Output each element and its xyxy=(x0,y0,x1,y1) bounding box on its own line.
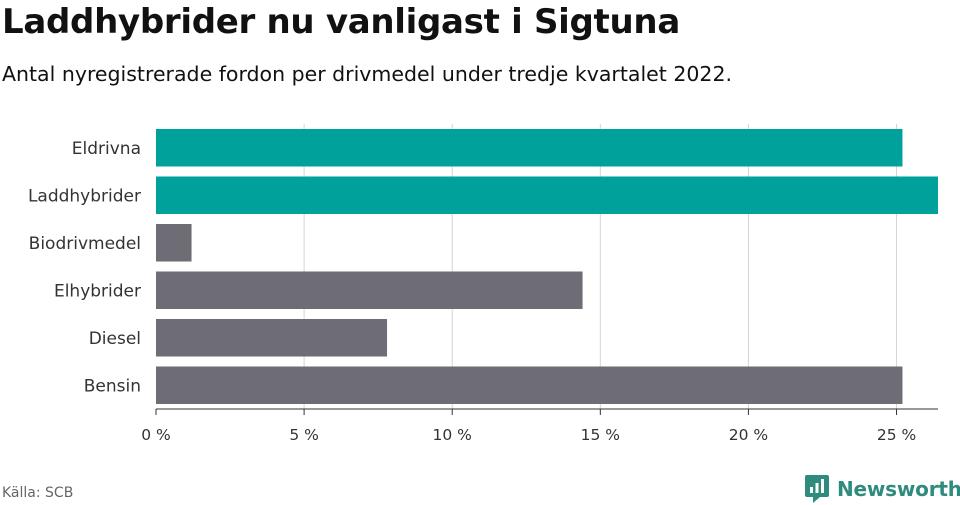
x-tick-label: 0 % xyxy=(141,426,171,444)
x-axis: 0 % 5 % 10 % 15 % 20 % 25 % xyxy=(141,408,938,444)
category-label-bensin: Bensin xyxy=(84,376,141,396)
x-tick-label: 5 % xyxy=(289,426,319,444)
category-label-laddhybrider: Laddhybrider xyxy=(28,186,141,206)
bar-chart: Eldrivna Laddhybrider Biodrivmedel Elhybrid… xyxy=(28,124,938,444)
x-tick-label: 25 % xyxy=(877,426,916,444)
category-label-biodrivmedel: Biodrivmedel xyxy=(29,234,141,254)
bar-laddhybrider xyxy=(156,176,938,215)
newsworthy-logo-icon xyxy=(805,475,829,503)
category-label-diesel: Diesel xyxy=(89,329,141,349)
bar-elhybrider xyxy=(156,271,583,310)
category-label-elhybrider: Elhybrider xyxy=(54,281,141,301)
bar-diesel xyxy=(156,318,388,357)
x-tick-label: 20 % xyxy=(729,426,768,444)
category-label-eldrivna: Eldrivna xyxy=(72,139,141,159)
category-labels: Eldrivna Laddhybrider Biodrivmedel Elhybrid… xyxy=(28,139,141,397)
x-tick-label: 15 % xyxy=(581,426,620,444)
chart-subtitle: Antal nyregistrerade fordon per drivmede… xyxy=(2,62,733,86)
bars xyxy=(156,128,938,405)
chart-title: Laddhybrider nu vanligast i Sigtuna xyxy=(2,2,680,42)
gridlines xyxy=(303,124,898,409)
source-note: Källa: SCB xyxy=(2,485,74,501)
brand-name: Newsworthy xyxy=(837,477,960,501)
bar-biodrivmedel xyxy=(156,223,192,262)
x-tick-label: 10 % xyxy=(433,426,472,444)
bar-eldrivna xyxy=(156,128,903,167)
bar-bensin xyxy=(156,366,903,405)
brand-logo: Newsworthy xyxy=(804,474,960,504)
